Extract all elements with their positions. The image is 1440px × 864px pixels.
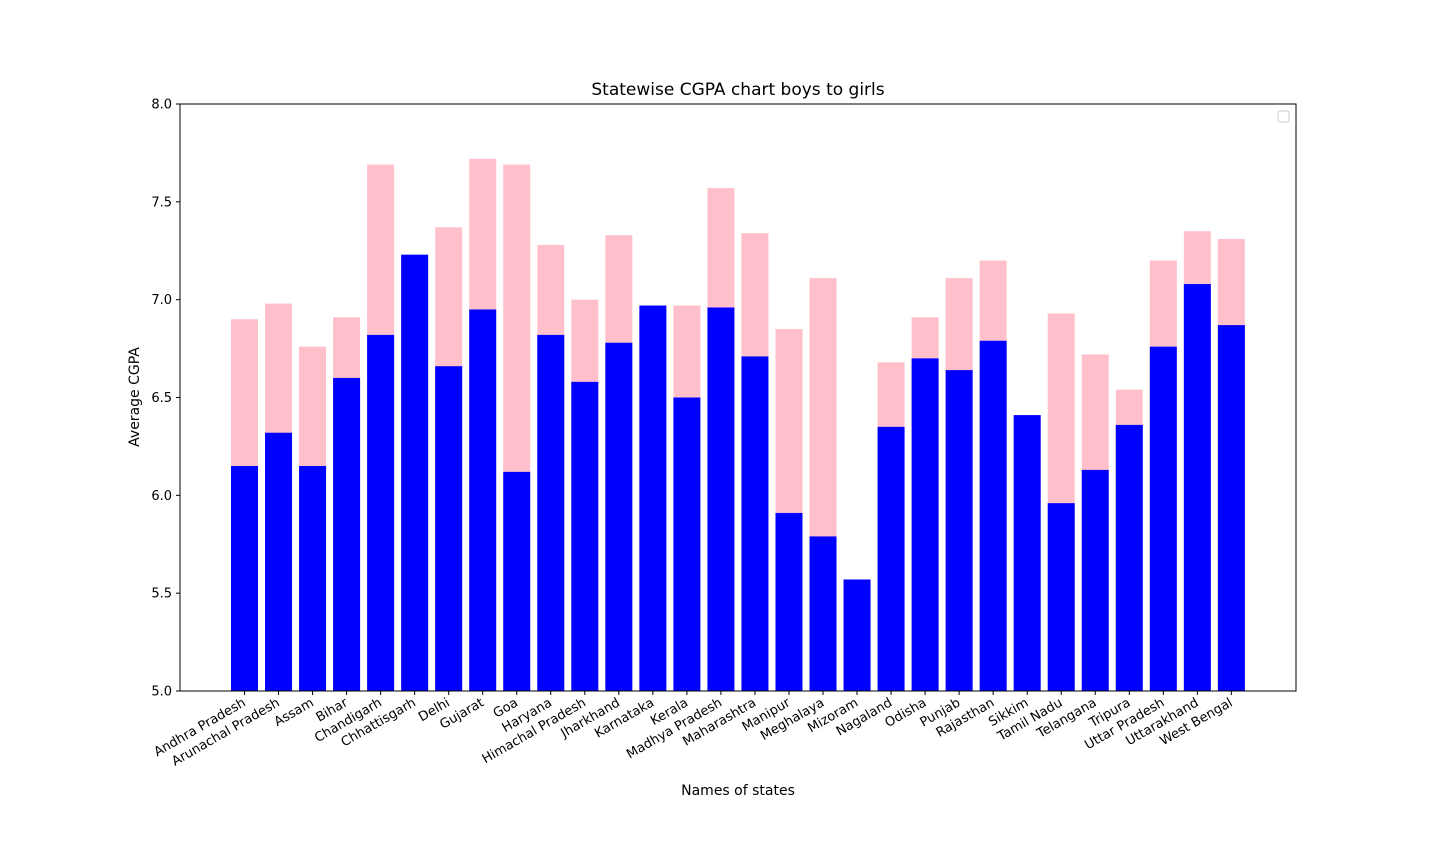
bar-series2-arunachal-pradesh bbox=[265, 432, 293, 691]
bar-series2-jharkhand bbox=[605, 342, 633, 691]
y-tick-label: 5.0 bbox=[151, 685, 172, 700]
x-tick-label: Assam bbox=[272, 695, 317, 730]
y-axis-ticks: 5.0 5.5 6.0 6.5 7.0 7.5 8.0 bbox=[151, 98, 180, 700]
bar-series2-uttarakhand bbox=[1183, 284, 1211, 691]
bar-series2-kerala bbox=[673, 397, 701, 691]
bar-series2-odisha bbox=[911, 358, 939, 691]
y-tick-label: 7.0 bbox=[151, 293, 172, 308]
y-tick-label: 7.5 bbox=[151, 195, 172, 210]
y-tick-label: 6.0 bbox=[151, 489, 172, 504]
y-tick-label: 6.5 bbox=[151, 391, 172, 406]
bar-series2-manipur bbox=[775, 512, 803, 691]
bar-series2-delhi bbox=[435, 366, 463, 691]
bar-series2-goa bbox=[503, 471, 531, 691]
chart-title: Statewise CGPA chart boys to girls bbox=[591, 80, 884, 100]
bar-series2-assam bbox=[299, 465, 327, 691]
bar-series2-maharashtra bbox=[741, 356, 769, 691]
bar-series2-karnataka bbox=[639, 305, 667, 691]
y-tick-label: 8.0 bbox=[151, 98, 172, 113]
bar-series2-tripura bbox=[1115, 424, 1143, 691]
y-tick-label: 5.5 bbox=[151, 587, 172, 602]
bar-series2-rajasthan bbox=[979, 340, 1007, 691]
bar-series2-sikkim bbox=[1013, 415, 1041, 691]
bar-series2-punjab bbox=[945, 370, 973, 691]
bar-series2-madhya-pradesh bbox=[707, 307, 735, 691]
bars-layer bbox=[231, 158, 1245, 692]
bar-series2-gujarat bbox=[469, 309, 497, 691]
bar-series2-tamil-nadu bbox=[1047, 503, 1075, 691]
bar-series2-meghalaya bbox=[809, 536, 837, 691]
bar-series2-nagaland bbox=[877, 426, 905, 691]
bar-series2-mizoram bbox=[843, 579, 871, 691]
x-axis-title: Names of states bbox=[681, 783, 795, 799]
y-axis-title: Average CGPA bbox=[127, 347, 143, 447]
bar-series2-bihar bbox=[333, 377, 361, 691]
bar-series2-chandigarh bbox=[367, 334, 395, 691]
legend bbox=[1277, 110, 1290, 123]
bar-series2-himachal-pradesh bbox=[571, 381, 599, 691]
bar-series2-chhattisgarh bbox=[401, 254, 429, 691]
bar-series2-uttar-pradesh bbox=[1149, 346, 1177, 691]
bar-series2-west-bengal bbox=[1217, 325, 1245, 691]
bar-series2-telangana bbox=[1081, 469, 1109, 691]
bar-series2-haryana bbox=[537, 334, 565, 691]
legend-box bbox=[1277, 110, 1290, 123]
bar-series2-andhra-pradesh bbox=[231, 465, 258, 691]
